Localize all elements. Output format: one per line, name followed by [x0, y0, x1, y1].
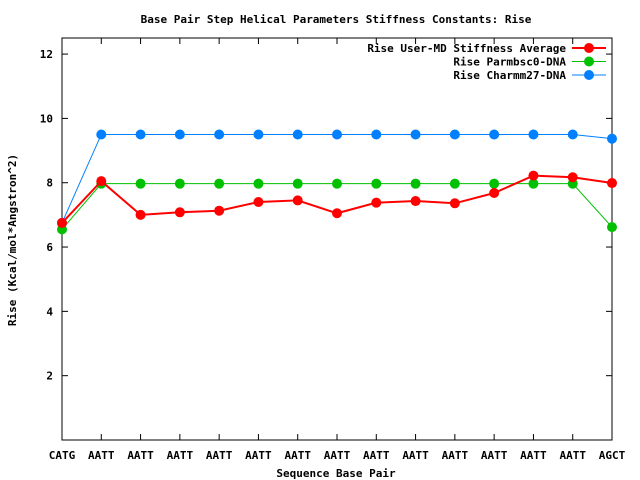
x-tick-label: AATT: [245, 449, 272, 462]
data-point: [214, 205, 225, 216]
legend-swatch-marker: [584, 43, 594, 53]
data-point: [253, 129, 264, 140]
data-point: [292, 129, 303, 140]
data-point: [567, 129, 578, 140]
data-point: [528, 178, 539, 189]
data-point: [174, 178, 185, 189]
legend-label: Rise User-MD Stiffness Average: [367, 42, 566, 55]
y-tick-label: 4: [46, 305, 53, 318]
series-layer: [57, 129, 617, 235]
series-2: [57, 129, 617, 228]
legend-item: Rise User-MD Stiffness Average: [367, 42, 606, 55]
data-point: [449, 129, 460, 140]
y-axis-label: Rise (Kcal/mol*Angstron^2): [6, 154, 19, 326]
x-tick-label: AATT: [481, 449, 508, 462]
data-point: [528, 129, 539, 140]
data-point: [449, 178, 460, 189]
x-tick-label: AATT: [520, 449, 547, 462]
data-point: [292, 178, 303, 189]
data-point: [489, 129, 500, 140]
y-tick-label: 2: [46, 370, 53, 383]
data-point: [371, 129, 382, 140]
data-point: [410, 196, 421, 207]
data-point: [528, 170, 539, 181]
x-tick-label: AATT: [167, 449, 194, 462]
data-point: [332, 178, 342, 189]
legend-label: Rise Parmbsc0-DNA: [453, 56, 566, 69]
chart-title: Base Pair Step Helical Parameters Stiffn…: [141, 13, 532, 26]
y-tick-label: 8: [46, 177, 53, 190]
data-point: [253, 197, 264, 208]
x-tick-label: AATT: [88, 449, 115, 462]
x-tick-label: AATT: [127, 449, 154, 462]
data-point: [371, 178, 382, 189]
x-tick-label: AATT: [442, 449, 469, 462]
data-point: [607, 222, 617, 233]
x-tick-label: AATT: [284, 449, 311, 462]
x-tick-label: AATT: [559, 449, 586, 462]
x-tick-label: AATT: [324, 449, 351, 462]
y-tick-label: 6: [46, 241, 53, 254]
data-point: [96, 129, 107, 140]
series-0: [57, 170, 617, 228]
x-tick-label: AGCT: [599, 449, 626, 462]
data-point: [174, 129, 185, 140]
legend-swatch-marker: [584, 70, 594, 80]
legend-item: Rise Charmm27-DNA: [453, 69, 606, 82]
data-point: [371, 197, 382, 208]
data-point: [410, 178, 421, 189]
data-point: [489, 188, 500, 199]
axes-layer: 2 4 6 8 10 12 CATG AATT AATT AATT AATT AATT AATT AATT…: [40, 38, 626, 462]
data-point: [253, 178, 264, 189]
data-point: [489, 178, 500, 189]
data-point: [214, 178, 225, 189]
x-tick-label: AATT: [206, 449, 233, 462]
legend-label: Rise Charmm27-DNA: [453, 69, 566, 82]
x-tick-label: CATG: [49, 449, 76, 462]
x-tick-label: AATT: [402, 449, 429, 462]
data-point: [57, 217, 67, 228]
data-point: [174, 207, 185, 218]
plot-area-frame: [61, 37, 613, 441]
legend-swatch-marker: [584, 56, 594, 67]
data-point: [332, 129, 342, 140]
data-point: [410, 129, 421, 140]
series-line: [61, 183, 613, 230]
data-point: [292, 195, 303, 206]
data-point: [607, 178, 617, 189]
y-tick-label: 10: [40, 112, 53, 125]
data-point: [449, 198, 460, 209]
x-axis-label: Sequence Base Pair: [276, 467, 396, 480]
x-tick-label: AATT: [363, 449, 390, 462]
data-point: [567, 172, 578, 183]
data-point: [607, 133, 617, 144]
data-point: [96, 176, 107, 187]
data-point: [214, 129, 225, 140]
series-1: [57, 178, 617, 235]
data-point: [135, 129, 146, 140]
data-point: [135, 209, 146, 220]
y-tick-label: 12: [40, 48, 53, 61]
data-point: [332, 208, 342, 219]
data-point: [135, 178, 146, 189]
legend-item: Rise Parmbsc0-DNA: [453, 56, 606, 69]
